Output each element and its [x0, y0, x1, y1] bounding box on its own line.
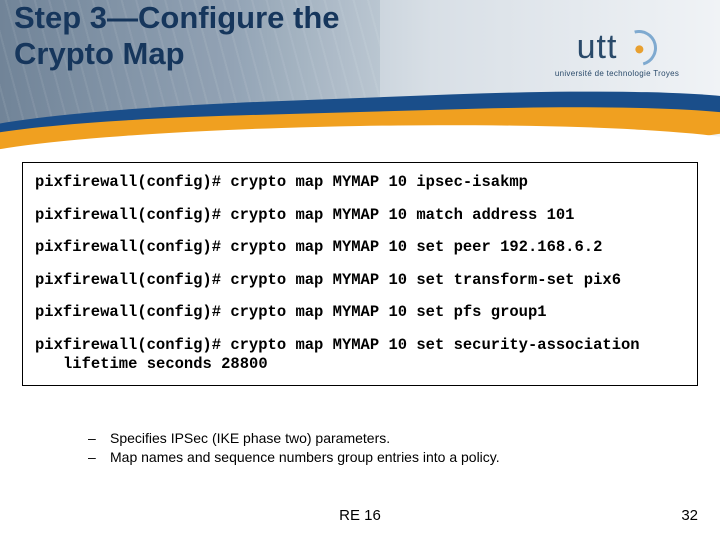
page-title: Step 3—Configure the Crypto Map — [14, 0, 444, 71]
logo-main: utt — [532, 28, 702, 67]
code-line: pixfirewall(config)# crypto map MYMAP 10… — [35, 173, 685, 192]
header-swoosh-band — [0, 98, 720, 168]
footer-code: RE 16 — [0, 507, 720, 524]
list-item: – Map names and sequence numbers group e… — [88, 449, 680, 465]
logo-text: utt — [577, 28, 618, 67]
bullet-list: – Specifies IPSec (IKE phase two) parame… — [88, 430, 680, 468]
bullet-text: Specifies IPSec (IKE phase two) paramete… — [110, 430, 390, 446]
code-line: pixfirewall(config)# crypto map MYMAP 10… — [35, 336, 685, 373]
code-line: pixfirewall(config)# crypto map MYMAP 10… — [35, 303, 685, 322]
logo-subtitle: université de technologie Troyes — [532, 69, 702, 78]
code-line: pixfirewall(config)# crypto map MYMAP 10… — [35, 206, 685, 225]
code-line: pixfirewall(config)# crypto map MYMAP 10… — [35, 271, 685, 290]
logo-swoosh-icon — [615, 23, 664, 72]
list-item: – Specifies IPSec (IKE phase two) parame… — [88, 430, 680, 446]
code-line: pixfirewall(config)# crypto map MYMAP 10… — [35, 238, 685, 257]
code-box: pixfirewall(config)# crypto map MYMAP 10… — [22, 162, 698, 386]
logo: utt université de technologie Troyes — [532, 28, 702, 78]
page-number: 32 — [681, 507, 698, 524]
bullet-text: Map names and sequence numbers group ent… — [110, 449, 500, 465]
bullet-dash-icon: – — [88, 430, 100, 446]
bullet-dash-icon: – — [88, 449, 100, 465]
